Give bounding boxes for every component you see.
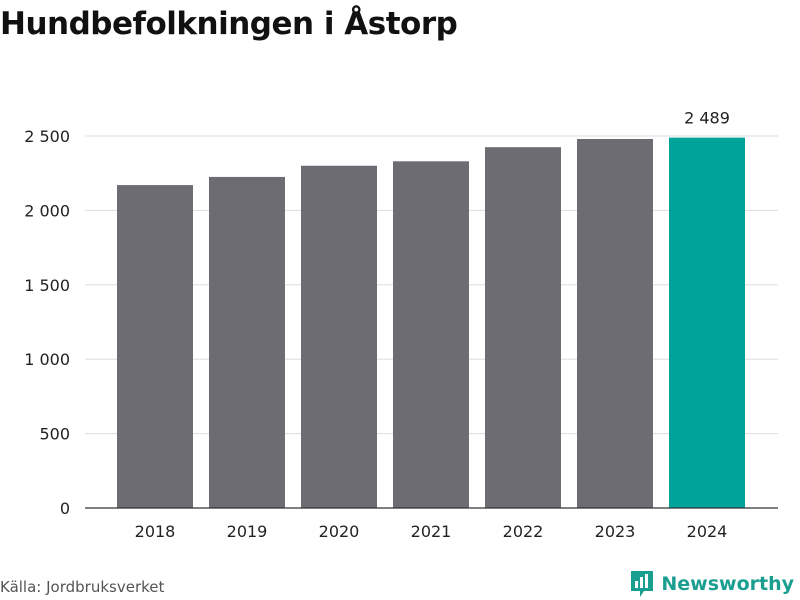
x-tick-label: 2024 [687,522,728,541]
y-tick-label: 2 500 [24,127,70,146]
y-tick-label: 1 000 [24,350,70,369]
newsworthy-logo: Newsworthy [629,569,794,599]
bar-2019 [209,176,285,509]
x-tick-label: 2023 [595,522,636,541]
x-axis-ticks: 2018 2019 2020 2021 2022 2023 2024 [135,522,728,541]
x-tick-label: 2019 [227,522,268,541]
y-tick-label: 0 [60,499,70,518]
source-note: Källa: Jordbruksverket [0,578,165,596]
y-tick-label: 2 000 [24,201,70,220]
chart-title: Hundbefolkningen i Åstorp [0,6,458,42]
y-tick-label: 1 500 [24,276,70,295]
bars [117,137,745,509]
y-tick-label: 500 [39,425,70,444]
x-tick-label: 2020 [319,522,360,541]
x-tick-label: 2022 [503,522,544,541]
bar-2022 [485,147,561,508]
y-axis-ticks: 0 500 1 000 1 500 2 000 2 500 [24,127,70,518]
data-label: 2 489 [684,109,730,128]
bar-2021 [393,161,469,508]
bar-2018 [117,185,193,508]
bar-2023 [577,138,653,508]
bar-chart: 0 500 1 000 1 500 2 000 2 500 2018 2019 2020 202… [24,109,778,541]
x-tick-label: 2021 [411,522,452,541]
x-tick-label: 2018 [135,522,176,541]
bar-2020 [301,165,377,508]
bar-2024 [669,137,745,509]
brand-name: Newsworthy [661,573,794,595]
data-labels: 2 489 [684,109,730,128]
newsworthy-logo-icon [631,571,654,597]
